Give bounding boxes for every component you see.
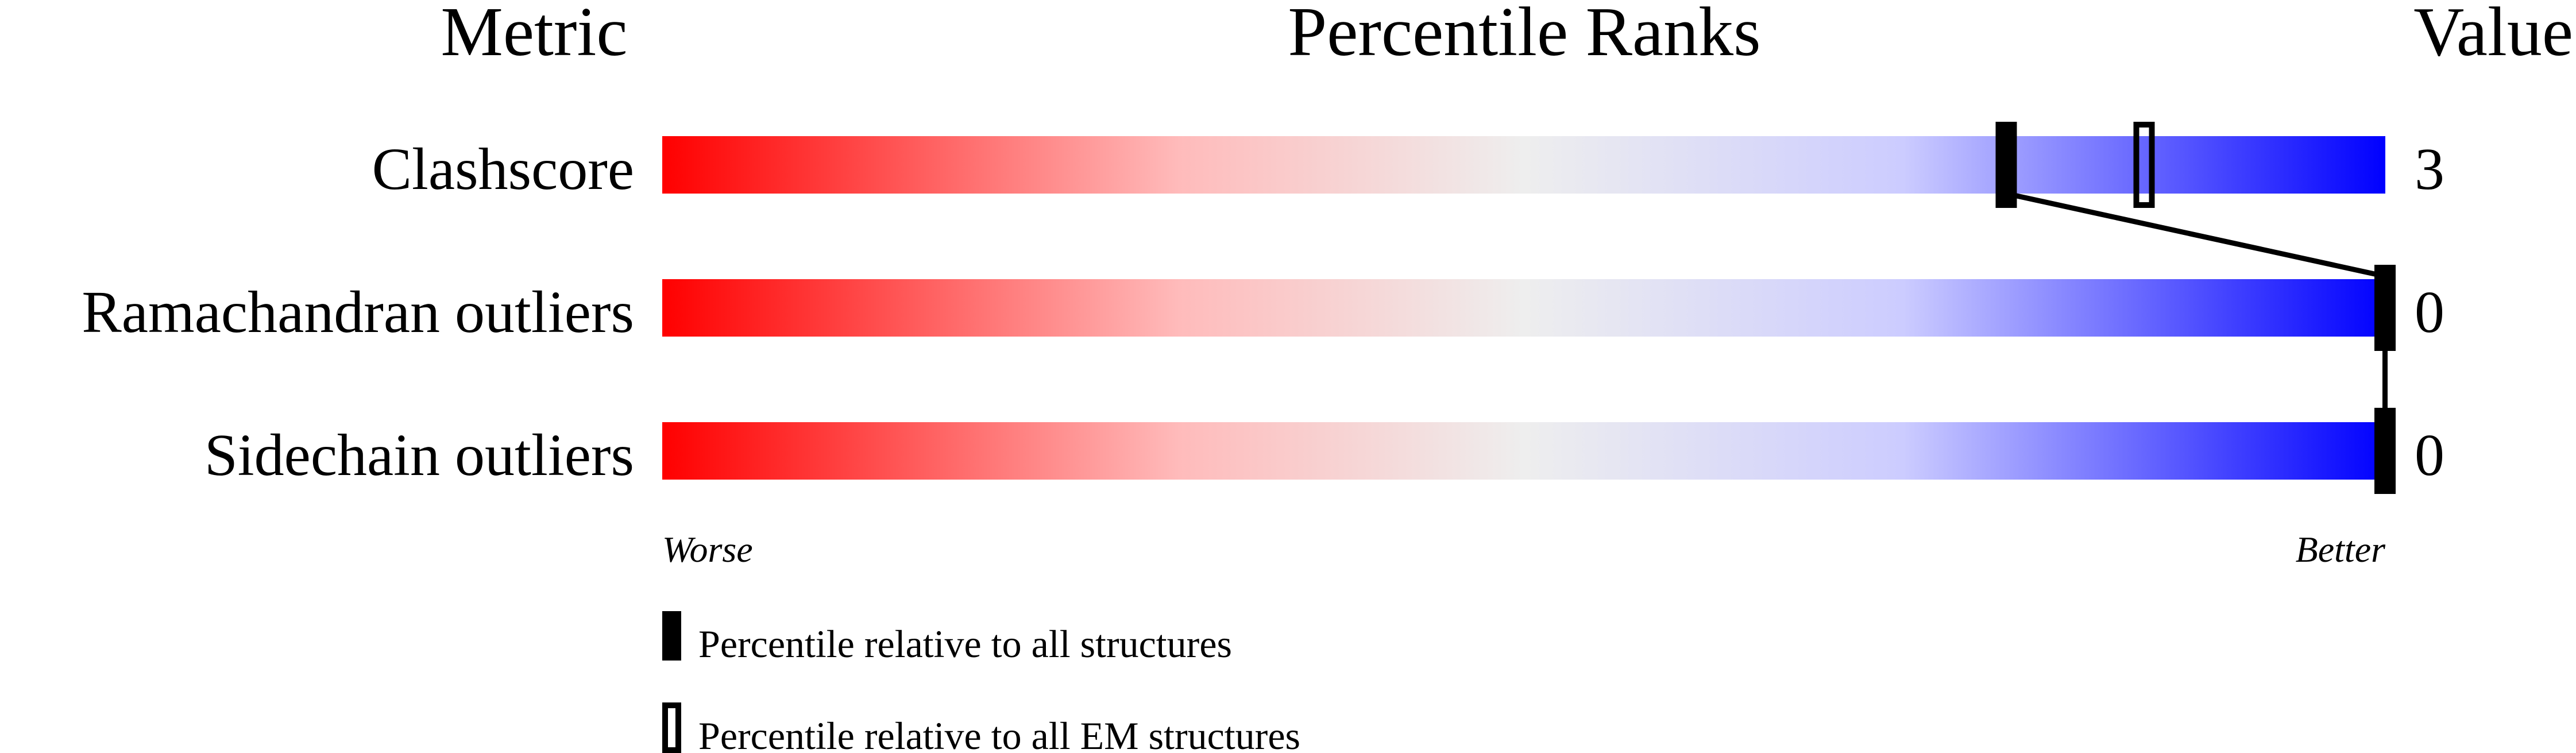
percentile-connector-line bbox=[2006, 191, 2386, 279]
metric-label: Ramachandran outliers bbox=[82, 279, 634, 345]
axis-worse-label: Worse bbox=[662, 529, 753, 570]
percentile-gradient-bar bbox=[662, 279, 2385, 337]
axis-better-label: Better bbox=[2296, 529, 2386, 570]
percentile-gradient-bar bbox=[662, 422, 2385, 480]
metric-label: Clashscore bbox=[372, 136, 634, 202]
metric-label: Sidechain outliers bbox=[204, 422, 634, 488]
header-percentile-ranks: Percentile Ranks bbox=[1288, 0, 1760, 71]
legend-hollow-marker bbox=[662, 702, 681, 753]
header-value: Value bbox=[2413, 0, 2573, 71]
legend-all-structures: Percentile relative to all structures bbox=[698, 622, 1232, 666]
metric-row: Ramachandran outliers 0 bbox=[82, 279, 2444, 345]
legend-filled-marker bbox=[662, 611, 681, 661]
legend-em-structures: Percentile relative to all EM structures bbox=[698, 714, 1300, 753]
metric-value: 0 bbox=[2415, 279, 2444, 345]
header-metric: Metric bbox=[441, 0, 627, 71]
percentile-all-marker bbox=[2374, 408, 2396, 494]
percentile-all-marker bbox=[2374, 265, 2396, 351]
percentile-all-marker bbox=[1995, 122, 2017, 208]
metric-row: Clashscore 3 bbox=[372, 136, 2444, 202]
metric-row: Sidechain outliers 0 bbox=[204, 422, 2444, 488]
metric-value: 0 bbox=[2415, 422, 2444, 488]
percentile-em-marker bbox=[2133, 122, 2155, 208]
percentile-gradient-bar bbox=[662, 136, 2385, 194]
metric-value: 3 bbox=[2415, 136, 2444, 202]
